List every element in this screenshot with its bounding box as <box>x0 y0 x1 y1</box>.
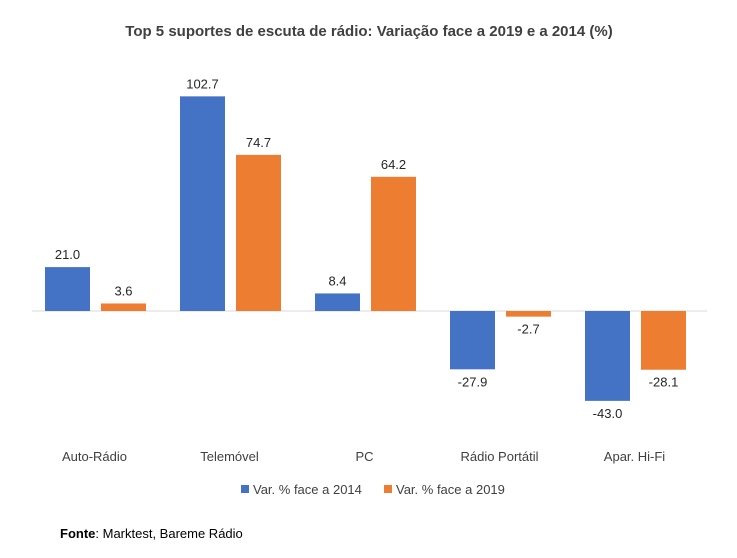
bar-1-1 <box>45 267 90 311</box>
bar-chart: Top 5 suportes de escuta de rádio: Varia… <box>32 23 707 497</box>
data-label-2-5: -28.1 <box>649 375 679 390</box>
bar-2-2 <box>236 154 281 311</box>
legend-swatch-2 <box>384 485 392 493</box>
category-label-3: PC <box>355 449 373 464</box>
category-label-2: Telemóvel <box>200 449 259 464</box>
legend-swatch-1 <box>241 485 249 493</box>
source-note: Fonte: Marktest, Bareme Rádio <box>60 526 243 541</box>
category-label-5: Apar. Hi-Fi <box>604 449 666 464</box>
data-label-2-4: -2.7 <box>517 322 539 337</box>
data-label-1-2: 102.7 <box>186 76 219 91</box>
bar-1-2 <box>180 96 225 312</box>
bar-2-1 <box>101 303 146 311</box>
data-label-2-1: 3.6 <box>114 283 132 298</box>
chart-title: Top 5 suportes de escuta de rádio: Varia… <box>125 23 612 40</box>
source-text: : Marktest, Bareme Rádio <box>95 526 243 541</box>
bar-2-4 <box>506 311 551 317</box>
legend-label-1: Var. % face a 2014 <box>253 482 362 497</box>
legend-label-2: Var. % face a 2019 <box>396 482 505 497</box>
bar-2-5 <box>641 311 686 370</box>
data-label-1-3: 8.4 <box>328 273 346 288</box>
category-label-1: Auto-Rádio <box>62 449 127 464</box>
bar-2-3 <box>371 176 416 311</box>
data-label-1-4: -27.9 <box>458 374 488 389</box>
data-label-1-5: -43.0 <box>593 406 623 421</box>
data-label-1-1: 21.0 <box>55 247 80 262</box>
source-label: Fonte <box>60 526 96 541</box>
data-label-2-2: 74.7 <box>246 135 271 150</box>
bar-1-3 <box>315 293 360 311</box>
data-label-2-3: 64.2 <box>381 157 406 172</box>
legend: Var. % face a 2014 Var. % face a 2019 <box>241 482 505 497</box>
plot-area: 21.0 3.6 Auto-Rádio 102.7 74.7 Telemóvel 8.4 64… <box>32 76 707 464</box>
category-label-4: Rádio Portátil <box>460 449 538 464</box>
bar-1-5 <box>585 311 630 401</box>
bar-1-4 <box>450 311 495 370</box>
